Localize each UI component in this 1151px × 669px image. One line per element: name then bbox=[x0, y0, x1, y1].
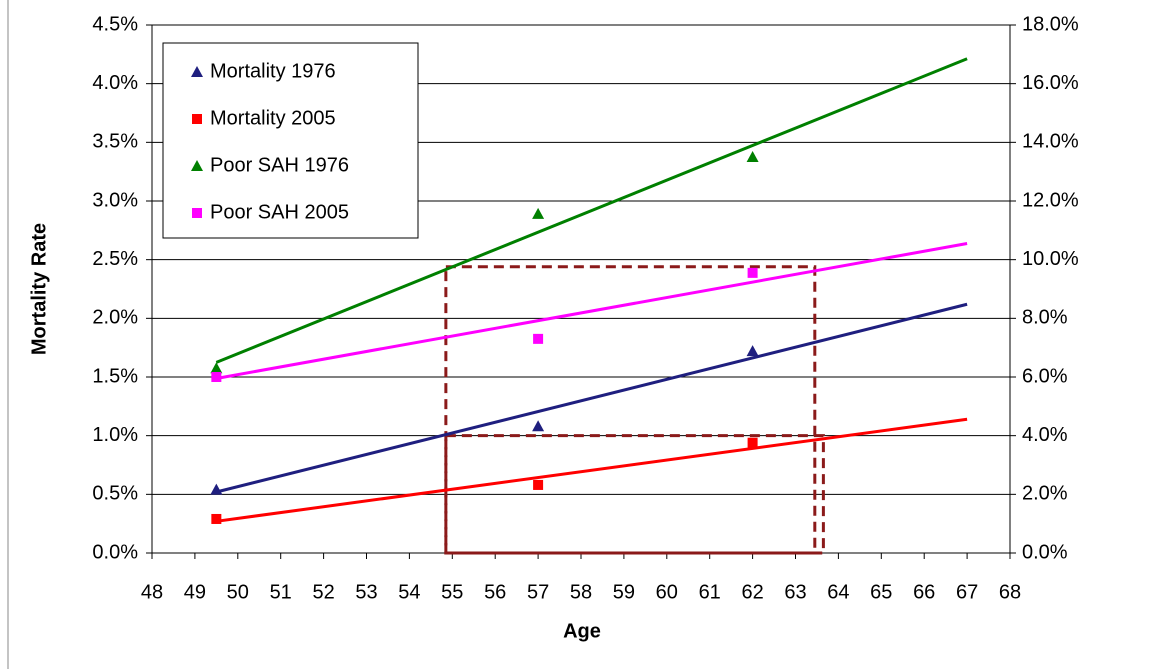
y2-tick-label: 18.0% bbox=[1022, 13, 1079, 35]
y-tick-label: 1.5% bbox=[92, 365, 138, 387]
legend-label: Poor SAH 2005 bbox=[210, 201, 349, 223]
data-point bbox=[747, 437, 758, 448]
trend-line bbox=[215, 57, 968, 364]
y-tick-label: 2.5% bbox=[92, 248, 138, 270]
y-axis-title: Mortality Rate bbox=[28, 223, 50, 355]
y-tick-label: 1.0% bbox=[92, 424, 138, 446]
trend-line bbox=[215, 302, 968, 494]
y-tick-label: 0.5% bbox=[92, 483, 138, 505]
data-point bbox=[533, 479, 544, 490]
data-point bbox=[211, 372, 222, 382]
x-tick-label: 62 bbox=[741, 581, 763, 603]
data-point bbox=[210, 483, 223, 495]
legend-marker bbox=[191, 66, 203, 77]
x-tick-label: 49 bbox=[184, 581, 206, 603]
y2-tick-label: 8.0% bbox=[1022, 307, 1068, 329]
y2-tick-label: 6.0% bbox=[1022, 365, 1068, 387]
data-point bbox=[211, 513, 222, 524]
y2-tick-label: 4.0% bbox=[1022, 424, 1068, 446]
x-tick-label: 65 bbox=[870, 581, 892, 603]
x-tick-label: 50 bbox=[227, 581, 249, 603]
y2-tick-label: 2.0% bbox=[1022, 483, 1068, 505]
legend-label: Mortality 1976 bbox=[210, 60, 336, 82]
legend-marker bbox=[192, 208, 202, 218]
x-tick-label: 61 bbox=[699, 581, 721, 603]
x-tick-label: 59 bbox=[613, 581, 635, 603]
x-tick-label: 60 bbox=[656, 581, 678, 603]
y-tick-label: 2.0% bbox=[92, 307, 138, 329]
data-point bbox=[747, 267, 758, 278]
legend-label: Mortality 2005 bbox=[210, 107, 336, 129]
data-point bbox=[532, 207, 545, 219]
y-tick-label: 4.5% bbox=[92, 13, 138, 35]
legend-box bbox=[162, 42, 419, 239]
data-point bbox=[533, 333, 544, 344]
x-tick-label: 64 bbox=[827, 581, 849, 603]
x-tick-label: 57 bbox=[527, 581, 549, 603]
x-tick-label: 51 bbox=[270, 581, 292, 603]
y-tick-label: 4.0% bbox=[92, 72, 138, 94]
dashed-box bbox=[444, 265, 817, 555]
data-point bbox=[746, 345, 759, 357]
legend-label: Poor SAH 1976 bbox=[210, 154, 349, 176]
y2-tick-label: 16.0% bbox=[1022, 72, 1079, 94]
x-tick-label: 66 bbox=[913, 581, 935, 603]
x-tick-label: 55 bbox=[441, 581, 463, 603]
y2-tick-label: 0.0% bbox=[1022, 541, 1068, 563]
data-point bbox=[746, 151, 759, 162]
data-point bbox=[532, 420, 545, 432]
legend-marker bbox=[191, 160, 203, 171]
y2-tick-label: 14.0% bbox=[1022, 131, 1079, 153]
dashed-box bbox=[444, 434, 825, 555]
x-tick-label: 63 bbox=[784, 581, 806, 603]
x-tick-label: 68 bbox=[999, 581, 1021, 603]
trend-line bbox=[216, 242, 968, 380]
y2-tick-label: 12.0% bbox=[1022, 189, 1079, 211]
data-point bbox=[210, 362, 223, 374]
x-tick-label: 56 bbox=[484, 581, 506, 603]
x-tick-label: 67 bbox=[956, 581, 978, 603]
x-axis-title: Age bbox=[563, 620, 601, 642]
legend-marker bbox=[192, 114, 202, 124]
y2-tick-label: 10.0% bbox=[1022, 248, 1079, 270]
y-tick-label: 0.0% bbox=[92, 541, 138, 563]
y-tick-label: 3.5% bbox=[92, 131, 138, 153]
x-tick-label: 54 bbox=[398, 581, 420, 603]
x-tick-label: 58 bbox=[570, 581, 592, 603]
trend-line bbox=[216, 417, 968, 523]
x-tick-label: 48 bbox=[141, 581, 163, 603]
y-tick-label: 3.0% bbox=[92, 189, 138, 211]
x-tick-label: 53 bbox=[355, 581, 377, 603]
x-tick-label: 52 bbox=[312, 581, 334, 603]
